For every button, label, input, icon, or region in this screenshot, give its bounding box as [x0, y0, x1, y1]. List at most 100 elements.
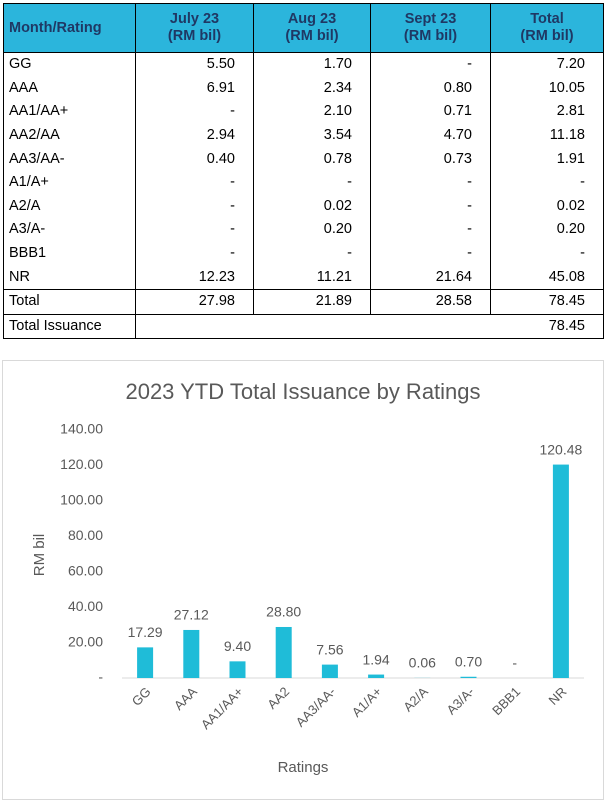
value-cell: 0.71 — [370, 100, 491, 124]
rating-cell: AAA — [3, 76, 136, 101]
rating-cell: BBB1 — [3, 241, 136, 266]
bar — [552, 464, 569, 678]
y-tick-label: 40.00 — [68, 598, 103, 614]
header-text: (RM bil) — [167, 28, 222, 44]
value-cell: 10.05 — [490, 76, 604, 101]
header-text: (RM bil) — [520, 28, 574, 44]
rating-cell: NR — [3, 265, 136, 290]
table-row: A1/A+ - - - - — [3, 170, 604, 195]
value-cell: - — [370, 194, 491, 219]
bar — [137, 647, 154, 678]
value-cell: - — [370, 241, 491, 266]
header-cell: July 23 (RM bil) — [135, 3, 254, 53]
value-cell: 6.91 — [135, 76, 254, 101]
chart: 2023 YTD Total Issuance by Ratings RM bi… — [2, 360, 604, 800]
header-cell: Month/Rating — [3, 3, 136, 53]
header-text: Month/Rating — [9, 19, 102, 36]
rating-cell: A2/A — [3, 194, 136, 219]
value-cell: - — [490, 170, 604, 195]
value-cell: - — [135, 100, 254, 124]
header-text: Sept 23 — [404, 11, 457, 27]
value-cell: 78.45 — [490, 288, 604, 315]
bar — [321, 664, 338, 678]
bar — [229, 661, 246, 678]
header-text: July 23 — [169, 11, 220, 27]
value-cell: 5.50 — [135, 52, 254, 77]
y-axis-label: RM bil — [31, 534, 48, 577]
bar — [460, 676, 477, 678]
header-cell: Aug 23 (RM bil) — [253, 3, 371, 53]
table-row: GG 5.50 1.70-7.20 — [3, 52, 604, 77]
y-tick-label: 80.00 — [68, 527, 103, 543]
value-cell: 0.20 — [253, 218, 371, 242]
value-cell: 0.02 — [490, 194, 604, 219]
value-cell: 2.94 — [135, 123, 254, 148]
y-tick-label: 20.00 — [68, 633, 103, 649]
data-label: 0.70 — [455, 653, 482, 669]
data-label: 27.12 — [174, 607, 209, 623]
value-cell: 12.23 — [135, 265, 254, 290]
value-cell: - — [253, 241, 371, 266]
data-label: 1.94 — [362, 651, 389, 667]
table-row: A3/A- -0.20-0.20 — [3, 218, 604, 242]
value-cell: 2.81 — [490, 100, 604, 124]
rating-cell: AA3/AA- — [3, 147, 136, 171]
table-row: AA1/AA+ -2.10 0.71 2.81 — [3, 100, 604, 124]
bar — [368, 674, 385, 678]
rating-cell: AA2/AA — [3, 123, 136, 148]
value-cell: - — [370, 170, 491, 195]
value-cell: 0.20 — [490, 218, 604, 242]
value-cell: - — [135, 194, 254, 219]
data-label: 17.29 — [128, 624, 163, 640]
rating-cell: GG — [3, 52, 136, 77]
value-cell: - — [135, 218, 254, 242]
total-issuance-row: Total Issuance 78.45 — [3, 314, 604, 340]
bar — [275, 626, 292, 678]
data-label: 0.06 — [409, 655, 436, 671]
header-text: Total — [530, 11, 564, 27]
value-cell: 0.73 — [370, 147, 491, 171]
value-cell: 27.98 — [135, 288, 254, 315]
data-label: 120.48 — [539, 441, 582, 457]
data-label: 28.80 — [266, 604, 301, 620]
value-cell: 2.34 — [253, 76, 371, 101]
chart-frame — [2, 360, 604, 800]
value-cell: 0.80 — [370, 76, 491, 101]
value-cell: - — [253, 170, 371, 195]
value-cell: 2.10 — [253, 100, 371, 124]
y-tick-label: 120.00 — [60, 456, 103, 472]
value-cell: 0.02 — [253, 194, 371, 219]
value-cell: 11.21 — [253, 265, 371, 290]
chart-title: 2023 YTD Total Issuance by Ratings — [125, 379, 480, 404]
value-cell: 1.70 — [253, 52, 371, 77]
header-cell: Total (RM bil) — [490, 3, 604, 53]
issuance-table: Month/Rating July 23 (RM bil) Aug 23 (RM bil… — [3, 3, 604, 340]
value-cell: 0.78 — [253, 147, 371, 171]
value-cell: 45.08 — [490, 265, 604, 290]
data-label: 9.40 — [224, 638, 251, 654]
total-row: Total 27.98 21.89 28.58 78.45 — [3, 288, 604, 315]
y-tick-label: 100.00 — [60, 492, 103, 508]
table-row: AAA 6.91 2.34 0.80 10.05 — [3, 76, 604, 101]
value-cell: - — [370, 218, 491, 242]
table-row: NR 12.23 11.21 21.64 45.08 — [3, 265, 604, 290]
header-text: (RM bil) — [403, 28, 458, 44]
x-axis-label: Ratings — [278, 759, 329, 776]
value-cell: - — [135, 241, 254, 266]
table-row: AA2/AA 2.94 3.54 4.70 11.18 — [3, 123, 604, 148]
value-cell: 1.91 — [490, 147, 604, 171]
rating-cell: A1/A+ — [3, 170, 136, 195]
value-cell: 28.58 — [370, 288, 491, 315]
header-text: Aug 23 — [287, 11, 337, 27]
y-tick-label: 60.00 — [68, 562, 103, 578]
value-cell: 7.20 — [490, 52, 604, 77]
bar — [183, 629, 200, 678]
header-row: Month/Rating July 23 (RM bil) Aug 23 (RM bil… — [3, 3, 604, 53]
data-label: 7.56 — [316, 641, 343, 657]
value-cell: 11.18 — [490, 123, 604, 148]
value-cell: - — [370, 52, 491, 77]
rating-cell: AA1/AA+ — [3, 100, 136, 124]
value-cell: 3.54 — [253, 123, 371, 148]
y-tick-label: 140.00 — [60, 421, 103, 437]
rating-cell: A3/A- — [3, 218, 136, 242]
